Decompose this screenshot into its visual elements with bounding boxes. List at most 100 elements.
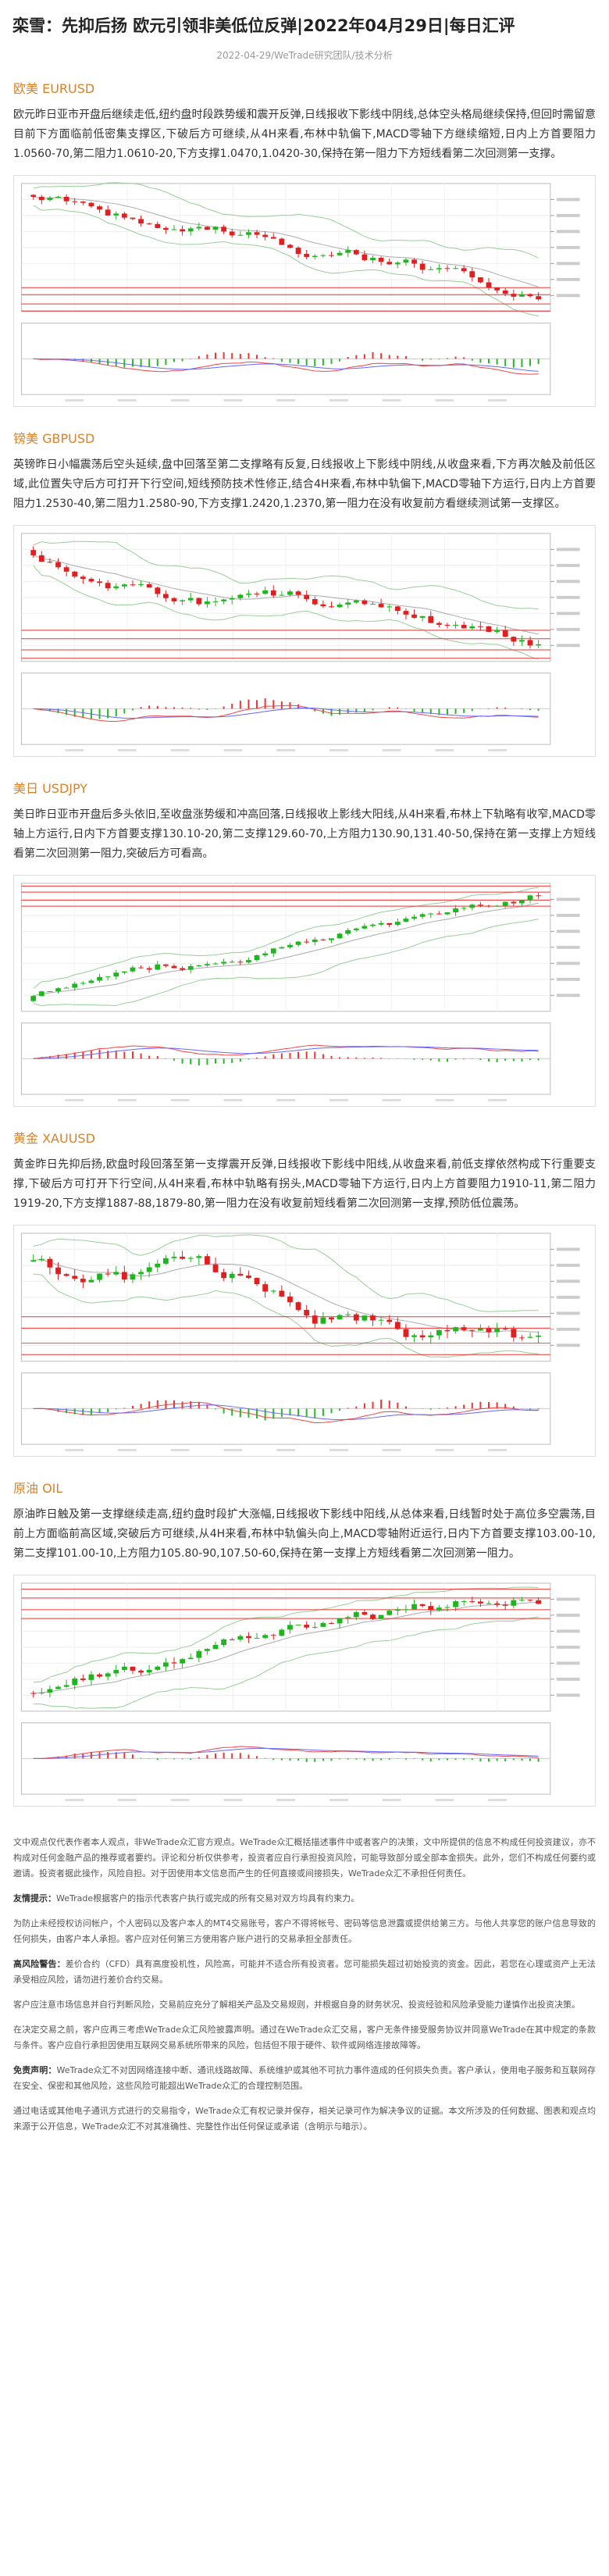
candle-body: [477, 1601, 483, 1604]
candle-body: [436, 268, 442, 269]
candle-body: [270, 948, 276, 954]
candle-body: [469, 271, 475, 278]
macd-bar: [537, 359, 540, 365]
candle-body: [329, 1623, 334, 1625]
macd-bar: [454, 1406, 457, 1409]
macd-bar: [504, 1058, 507, 1061]
macd-bar: [280, 1408, 283, 1418]
disclaimer-paragraph: 为防止未经授权访问帐户，个人密码以及客户本人的MT4交易账号，客户不得将帐号、密…: [13, 1916, 596, 1947]
candle-body: [221, 962, 227, 964]
disclaimer-text: 为防止未经授权访问帐户，个人密码以及客户本人的MT4交易账号，客户不得将帐号、密…: [13, 1918, 596, 1944]
candle-body: [279, 1629, 285, 1636]
candle-body: [469, 626, 475, 629]
candle-body: [30, 550, 37, 555]
macd-bar: [231, 1058, 233, 1063]
macd-bar: [454, 1058, 457, 1060]
candle-body: [453, 268, 458, 269]
sections: 欧美 EURUSD 欧元昨日亚市开盘后继续走低,纽约盘时段跌势缓和震开反弹,日线报…: [0, 80, 609, 1807]
macd-bar: [521, 359, 523, 368]
section-heading: 欧美 EURUSD: [13, 81, 95, 96]
candle-body: [419, 263, 426, 270]
candle-body: [304, 254, 310, 257]
candle-body: [55, 1267, 61, 1275]
macd-bar: [355, 708, 358, 713]
candle-body: [38, 1258, 45, 1261]
macd-bar: [264, 1757, 266, 1759]
macd-bar: [404, 355, 407, 359]
macd-bar: [231, 1408, 233, 1416]
candle-body: [212, 227, 219, 230]
candle-body: [536, 296, 542, 300]
candle-body: [411, 259, 417, 264]
candle-body: [38, 555, 45, 562]
candle-body: [502, 290, 508, 294]
macd-bar: [454, 1758, 457, 1760]
macd-bar: [314, 1408, 316, 1418]
candle-body: [80, 1678, 86, 1680]
time-label-block: [118, 1799, 137, 1802]
candle-body: [411, 1335, 417, 1337]
candle-body: [370, 924, 376, 926]
macd-bar: [438, 708, 440, 715]
time-label-block: [65, 399, 84, 402]
time-label-block: [488, 1449, 508, 1452]
disclaimer-paragraph: 在决定交易之前，客户应再三考虑WeTrade众汇风险披露声明。通过在WeTrad…: [13, 2022, 596, 2053]
time-label-block: [382, 749, 401, 752]
macd-bar: [206, 354, 208, 359]
macd-bar: [347, 1758, 349, 1760]
candle-body: [270, 237, 276, 239]
macd-bar: [529, 359, 532, 366]
macd-bar: [314, 1758, 316, 1762]
candle-body: [320, 255, 326, 256]
macd-bar: [446, 358, 448, 359]
macd-bar: [322, 1054, 324, 1059]
candle-body: [304, 1625, 310, 1628]
candle-body: [246, 960, 251, 963]
time-label-block: [276, 749, 296, 752]
macd-bar: [98, 708, 101, 719]
axis-label-block: [556, 929, 580, 933]
candle-body: [146, 968, 152, 970]
candle-body: [187, 598, 194, 601]
candle-body: [444, 912, 451, 915]
candle-body: [345, 929, 351, 934]
candle-body: [436, 1329, 442, 1336]
candle-body: [370, 258, 376, 261]
time-label-block: [329, 399, 348, 402]
candle-body: [527, 294, 533, 297]
macd-bar: [537, 1058, 540, 1061]
bollinger-band: [33, 919, 539, 1007]
macd-bar: [223, 1752, 225, 1759]
candle-body: [138, 1670, 144, 1673]
candle-body: [370, 1315, 376, 1321]
candle-body: [494, 1603, 500, 1605]
candle-body: [444, 1607, 451, 1608]
candle-body: [196, 1256, 202, 1258]
macd-bar: [140, 1757, 142, 1759]
macd-line: [33, 1746, 539, 1759]
candle-body: [237, 1273, 244, 1276]
macd-bar: [363, 708, 365, 712]
axis-label-block: [556, 563, 580, 567]
candle-body: [287, 244, 293, 248]
candle-body: [63, 567, 69, 572]
macd-bar: [422, 708, 424, 713]
candle-body: [428, 913, 434, 915]
axis-label-block: [556, 1645, 580, 1649]
candle-body: [63, 1274, 69, 1276]
macd-bar: [173, 707, 175, 709]
time-label-block: [170, 749, 190, 752]
macd-bar: [198, 708, 200, 710]
macd-bar: [181, 1758, 183, 1760]
candle-body: [171, 1256, 177, 1258]
candle-body: [113, 1670, 119, 1674]
axis-label-block: [556, 1311, 580, 1315]
macd-bar: [223, 352, 225, 359]
candle-body: [229, 1639, 235, 1640]
candle-body: [378, 258, 384, 262]
candle-body: [461, 1601, 467, 1603]
candle-body: [229, 1273, 235, 1279]
macd-bar: [57, 708, 59, 713]
time-label-block: [488, 749, 508, 752]
macd-bar: [463, 708, 465, 713]
